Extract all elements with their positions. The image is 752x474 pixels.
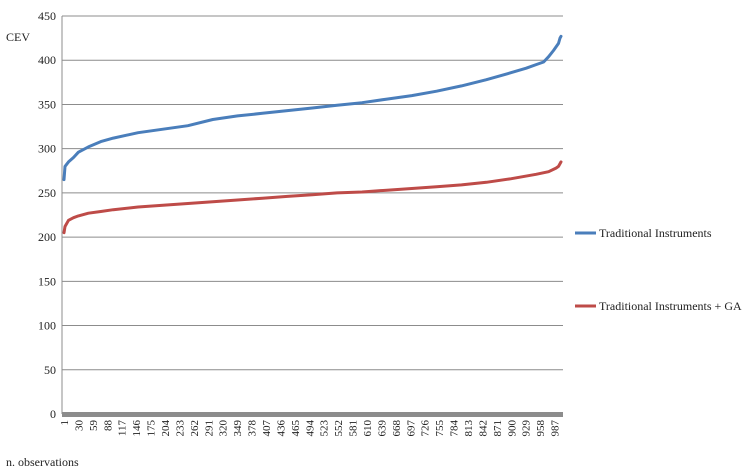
x-tick-label: 668	[391, 420, 403, 437]
x-tick-label: 233	[174, 420, 186, 437]
x-tick-label: 407	[261, 420, 273, 437]
x-tick-label: 842	[477, 420, 489, 437]
x-tick-label: 59	[88, 420, 100, 432]
x-tick-label: 146	[131, 420, 143, 437]
y-tick-label: 400	[38, 53, 56, 67]
x-tick-label: 610	[362, 420, 374, 437]
y-tick-label: 300	[38, 142, 56, 156]
x-tick-label: 204	[160, 420, 172, 437]
x-tick-label: 378	[247, 420, 259, 437]
x-tick-label: 117	[117, 420, 129, 437]
x-tick-label: 291	[203, 420, 215, 437]
series-lines	[62, 34, 563, 235]
x-tick-label: 349	[232, 420, 244, 437]
y-axis-ticks: 0 50 100 150 200 250 300 350 400 450	[38, 9, 56, 421]
x-axis-label: n. observations	[6, 455, 79, 469]
x-tick-label: 320	[218, 420, 230, 437]
x-tick-label: 465	[290, 420, 302, 437]
y-tick-label: 250	[38, 186, 56, 200]
x-tick-label: 639	[376, 420, 388, 437]
y-axis-label: CEV	[6, 30, 30, 44]
y-tick-label: 50	[44, 363, 56, 377]
y-tick-label: 450	[38, 9, 56, 23]
y-tick-label: 150	[38, 274, 56, 288]
x-tick-label: 175	[146, 420, 158, 437]
x-axis-band	[62, 412, 563, 417]
x-tick-label: 436	[275, 420, 287, 437]
x-tick-label: 1	[59, 420, 71, 426]
x-tick-label: 88	[102, 420, 114, 432]
x-tick-label: 697	[405, 420, 417, 437]
x-tick-label: 987	[550, 420, 562, 437]
y-tick-label: 100	[38, 319, 56, 333]
y-tick-label: 350	[38, 97, 56, 111]
series-line-1	[62, 34, 563, 182]
x-axis-ticks: 1 30 59 88 117 146 175 204 233 262 291 320 349 378 407…	[59, 420, 562, 437]
y-tick-label: 200	[38, 230, 56, 244]
x-tick-label: 523	[319, 420, 331, 437]
legend: Traditional Instruments Traditional Instr…	[575, 226, 742, 313]
x-tick-label: 30	[73, 420, 85, 432]
x-tick-label: 726	[420, 420, 432, 437]
x-tick-label: 755	[434, 420, 446, 437]
x-tick-label: 929	[521, 420, 533, 437]
gridlines	[61, 15, 563, 415]
y-tick-label: 0	[50, 407, 56, 421]
x-tick-label: 784	[449, 420, 461, 437]
x-tick-label: 552	[333, 420, 345, 437]
x-tick-label: 958	[535, 420, 547, 437]
series-line-2	[62, 160, 563, 235]
x-tick-label: 262	[189, 420, 201, 437]
x-tick-label: 813	[463, 420, 475, 437]
legend-label-2: Traditional Instruments + GA	[599, 299, 742, 313]
x-tick-label: 900	[506, 420, 518, 437]
x-tick-label: 871	[492, 420, 504, 437]
x-tick-label: 494	[304, 420, 316, 437]
x-tick-label: 581	[348, 420, 360, 437]
legend-label-1: Traditional Instruments	[599, 226, 712, 240]
x-axis	[62, 412, 563, 417]
